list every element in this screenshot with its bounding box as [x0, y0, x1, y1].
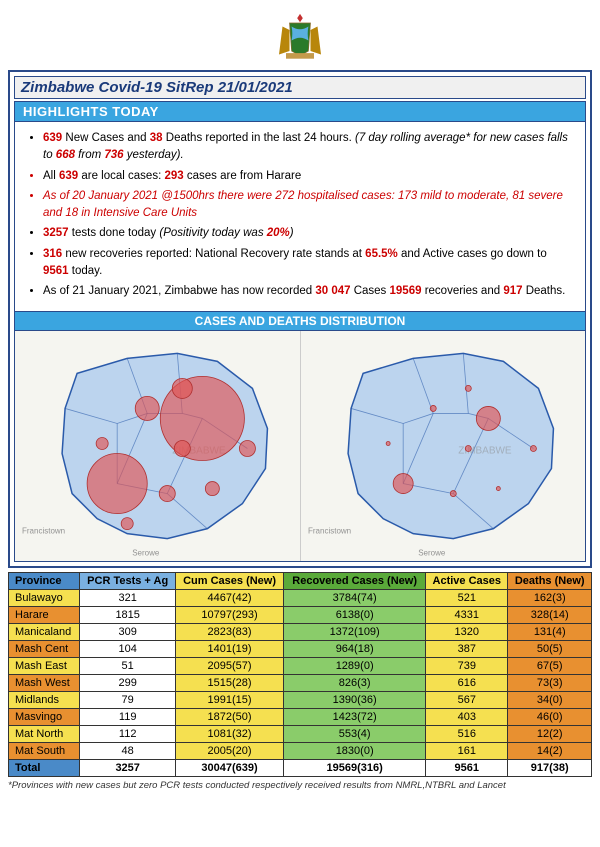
bullet-3: As of 20 January 2021 @1500hrs there wer… — [43, 188, 575, 223]
page-title: Zimbabwe Covid-19 SitRep 21/01/2021 — [14, 76, 586, 99]
th-province: Province — [9, 573, 80, 590]
th-act: Active Cases — [426, 573, 508, 590]
table-row: Masvingo1191872(50)1423(72)40346(0) — [9, 709, 592, 726]
table-row: Mat South482005(20)1830(0)16114(2) — [9, 743, 592, 760]
bullet-5: 316 new recoveries reported: National Re… — [43, 246, 575, 281]
th-dth: Deaths (New) — [508, 573, 592, 590]
deaths-map: ZIMBABWEFrancistownSerowe — [301, 331, 586, 561]
table-header-row: Province PCR Tests + Ag Cum Cases (New) … — [9, 573, 592, 590]
th-rec: Recovered Cases (New) — [284, 573, 426, 590]
table-total-row: Total325730047(639)19569(316)9561917(38) — [9, 760, 592, 777]
coat-of-arms-icon — [265, 12, 335, 62]
table-row: Mash West2991515(28)826(3)61673(3) — [9, 675, 592, 692]
cases-map: ZIMBABWEFrancistownSerowe — [15, 331, 301, 561]
bullet-4: 3257 tests done today (Positivity today … — [43, 225, 575, 242]
table-row: Mash Cent1041401(19)964(18)38750(5) — [9, 641, 592, 658]
svg-text:Francistown: Francistown — [308, 527, 351, 536]
table-row: Mat North1121081(32)553(4)51612(2) — [9, 726, 592, 743]
th-pcr: PCR Tests + Ag — [80, 573, 176, 590]
svg-text:Serowe: Serowe — [132, 549, 160, 558]
highlights-list: 639 New Cases and 38 Deaths reported in … — [14, 122, 586, 312]
coat-of-arms — [8, 8, 592, 70]
table-row: Midlands791991(15)1390(36)56734(0) — [9, 692, 592, 709]
province-table: Province PCR Tests + Ag Cum Cases (New) … — [8, 572, 592, 777]
highlights-heading: HIGHLIGHTS TODAY — [14, 101, 586, 122]
maps-row: ZIMBABWEFrancistownSerowe ZIMBABWEFranci… — [14, 331, 586, 562]
bullet-2: All 639 are local cases: 293 cases are f… — [43, 168, 575, 185]
table-row: Mash East512095(57)1289(0)73967(5) — [9, 658, 592, 675]
main-frame: Zimbabwe Covid-19 SitRep 21/01/2021 HIGH… — [8, 70, 592, 568]
distribution-heading: CASES AND DEATHS DISTRIBUTION — [14, 312, 586, 331]
table-row: Bulawayo3214467(42)3784(74)521162(3) — [9, 590, 592, 607]
table-row: Harare181510797(293)6138(0)4331328(14) — [9, 607, 592, 624]
footnote: *Provinces with new cases but zero PCR t… — [8, 780, 592, 791]
bullet-1: 639 New Cases and 38 Deaths reported in … — [43, 130, 575, 165]
svg-text:Serowe: Serowe — [418, 549, 446, 558]
table-row: Manicaland3092823(83)1372(109)1320131(4) — [9, 624, 592, 641]
svg-text:Francistown: Francistown — [22, 527, 65, 536]
th-cum: Cum Cases (New) — [175, 573, 283, 590]
bullet-6: As of 21 January 2021, Zimbabwe has now … — [43, 283, 575, 300]
